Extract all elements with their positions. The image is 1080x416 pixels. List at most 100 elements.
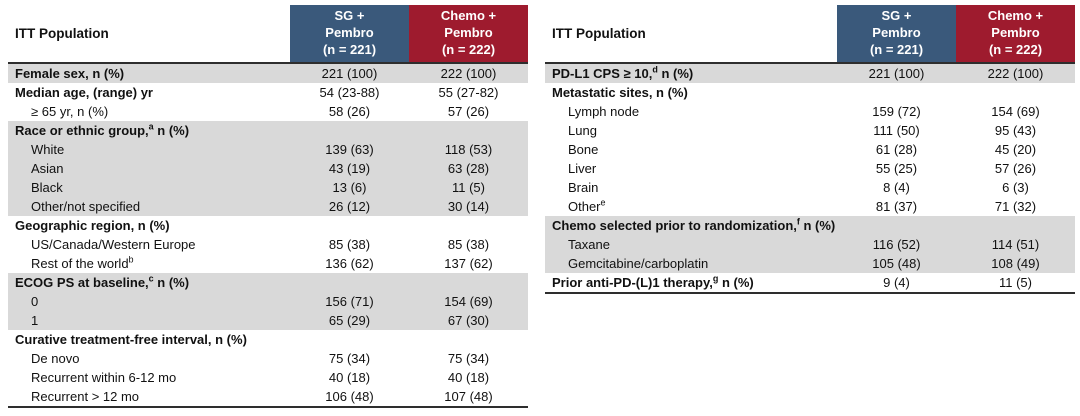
row-value: 159 (72)	[872, 104, 921, 119]
table-row: ≥ 65 yr, n (%) 58 (26) 57 (26)	[8, 102, 528, 121]
row-label: Chemo selected prior to randomization,f …	[552, 218, 836, 233]
row-value: 156 (71)	[325, 294, 374, 309]
row-label: White	[31, 142, 65, 157]
row-value: 221 (100)	[321, 66, 378, 81]
row-value: 108 (49)	[991, 256, 1040, 271]
row-value: 57 (26)	[994, 161, 1037, 176]
row-value: 71 (32)	[994, 199, 1037, 214]
table-row: Chemo selected prior to randomization,f …	[545, 216, 1075, 235]
row-value: 58 (26)	[328, 104, 371, 119]
row-value: 65 (29)	[328, 313, 371, 328]
row-label: Median age, (range) yr	[15, 85, 153, 100]
row-label: Gemcitabine/carboplatin	[568, 256, 709, 271]
table-row: Lymph node 159 (72) 154 (69)	[545, 102, 1075, 121]
table-row: Bone 61 (28) 45 (20)	[545, 140, 1075, 159]
row-value: 105 (48)	[872, 256, 921, 271]
row-value: 55 (27-82)	[438, 85, 499, 100]
table-row: De novo 75 (34) 75 (34)	[8, 349, 528, 368]
row-label: US/Canada/Western Europe	[31, 237, 196, 252]
row-label: Prior anti-PD-(L)1 therapy,g n (%)	[552, 275, 754, 290]
row-value: 116 (52)	[872, 237, 921, 252]
column-header-sg-pembro: SG + Pembro (n = 221)	[290, 5, 409, 62]
table-row: Prior anti-PD-(L)1 therapy,g n (%) 9 (4) 1…	[545, 273, 1075, 292]
row-label: Other/not specified	[31, 199, 141, 214]
row-label: Metastatic sites, n (%)	[552, 85, 688, 100]
table-row: Lung 111 (50) 95 (43)	[545, 121, 1075, 140]
table-row: Recurrent within 6-12 mo 40 (18) 40 (18)	[8, 368, 528, 387]
footnote-marker: c	[148, 275, 154, 284]
row-value: 45 (20)	[994, 142, 1037, 157]
column-header-sg-pembro: SG + Pembro (n = 221)	[837, 5, 956, 62]
row-value: 136 (62)	[325, 256, 374, 271]
row-label: Lung	[568, 123, 597, 138]
row-value: 11 (5)	[999, 275, 1032, 290]
row-label: Curative treatment-free interval, n (%)	[15, 332, 247, 347]
row-value: 75 (34)	[447, 351, 490, 366]
row-value: 9 (4)	[883, 275, 910, 290]
row-value: 26 (12)	[328, 199, 371, 214]
row-label: De novo	[31, 351, 80, 366]
row-value: 81 (37)	[875, 199, 918, 214]
row-label: ECOG PS at baseline,c n (%)	[15, 275, 190, 290]
row-value: 221 (100)	[868, 66, 925, 81]
row-label: Brain	[568, 180, 599, 195]
column-header-chemo-pembro: Chemo + Pembro (n = 222)	[409, 5, 528, 62]
row-value: 13 (6)	[332, 180, 367, 195]
row-label: Othere	[568, 199, 606, 214]
row-value: 106 (48)	[325, 389, 374, 404]
row-value: 75 (34)	[328, 351, 371, 366]
row-value: 6 (3)	[1002, 180, 1029, 195]
table-row: Median age, (range) yr 54 (23-88) 55 (27-8…	[8, 83, 528, 102]
row-value: 137 (62)	[444, 256, 493, 271]
footnote-marker: g	[712, 275, 719, 284]
row-label: Rest of the worldb	[31, 256, 134, 271]
row-value: 11 (5)	[452, 180, 485, 195]
row-label: Lymph node	[568, 104, 640, 119]
table-row: Recurrent > 12 mo 106 (48) 107 (48)	[8, 387, 528, 406]
table-row: ECOG PS at baseline,c n (%)	[8, 273, 528, 292]
table-row: Taxane 116 (52) 114 (51)	[545, 235, 1075, 254]
row-label: Black	[31, 180, 63, 195]
row-value: 54 (23-88)	[319, 85, 380, 100]
row-value: 67 (30)	[447, 313, 490, 328]
table-row: Liver 55 (25) 57 (26)	[545, 159, 1075, 178]
table-header: ITT Population SG + Pembro (n = 221) Che…	[8, 5, 528, 64]
row-value: 85 (38)	[447, 237, 490, 252]
table-row: Brain 8 (4) 6 (3)	[545, 178, 1075, 197]
row-value: 43 (19)	[328, 161, 371, 176]
table-row: PD-L1 CPS ≥ 10,d n (%) 221 (100) 222 (100)	[545, 64, 1075, 83]
row-value: 40 (18)	[447, 370, 490, 385]
row-value: 222 (100)	[987, 66, 1044, 81]
table-row: Asian 43 (19) 63 (28)	[8, 159, 528, 178]
table-row: 0 156 (71) 154 (69)	[8, 292, 528, 311]
footnote-marker: e	[600, 199, 606, 208]
row-value: 154 (69)	[444, 294, 493, 309]
row-label: Female sex, n (%)	[15, 66, 125, 81]
row-value: 222 (100)	[440, 66, 497, 81]
row-value: 154 (69)	[991, 104, 1040, 119]
row-value: 118 (53)	[444, 142, 493, 157]
row-label: Asian	[31, 161, 64, 176]
row-label: Geographic region, n (%)	[15, 218, 170, 233]
footnote-marker: b	[128, 256, 134, 265]
table-body: PD-L1 CPS ≥ 10,d n (%) 221 (100) 222 (100)…	[545, 64, 1075, 294]
row-label: Recurrent within 6-12 mo	[31, 370, 177, 385]
row-value: 57 (26)	[447, 104, 490, 119]
table-row: Gemcitabine/carboplatin 105 (48) 108 (49)	[545, 254, 1075, 273]
table-row: 1 65 (29) 67 (30)	[8, 311, 528, 330]
table-header: ITT Population SG + Pembro (n = 221) Che…	[545, 5, 1075, 64]
table-row: Black 13 (6) 11 (5)	[8, 178, 528, 197]
row-value: 139 (63)	[325, 142, 374, 157]
table-row: Metastatic sites, n (%)	[545, 83, 1075, 102]
row-label: Liver	[568, 161, 597, 176]
table-row: Other/not specified 26 (12) 30 (14)	[8, 197, 528, 216]
row-value: 63 (28)	[447, 161, 490, 176]
row-value: 111 (50)	[873, 123, 920, 138]
row-value: 95 (43)	[994, 123, 1037, 138]
row-value: 114 (51)	[991, 237, 1040, 252]
footnote-marker: f	[796, 218, 800, 227]
table-row: Female sex, n (%) 221 (100) 222 (100)	[8, 64, 528, 83]
footnote-marker: a	[148, 123, 154, 132]
row-label: Taxane	[568, 237, 610, 252]
